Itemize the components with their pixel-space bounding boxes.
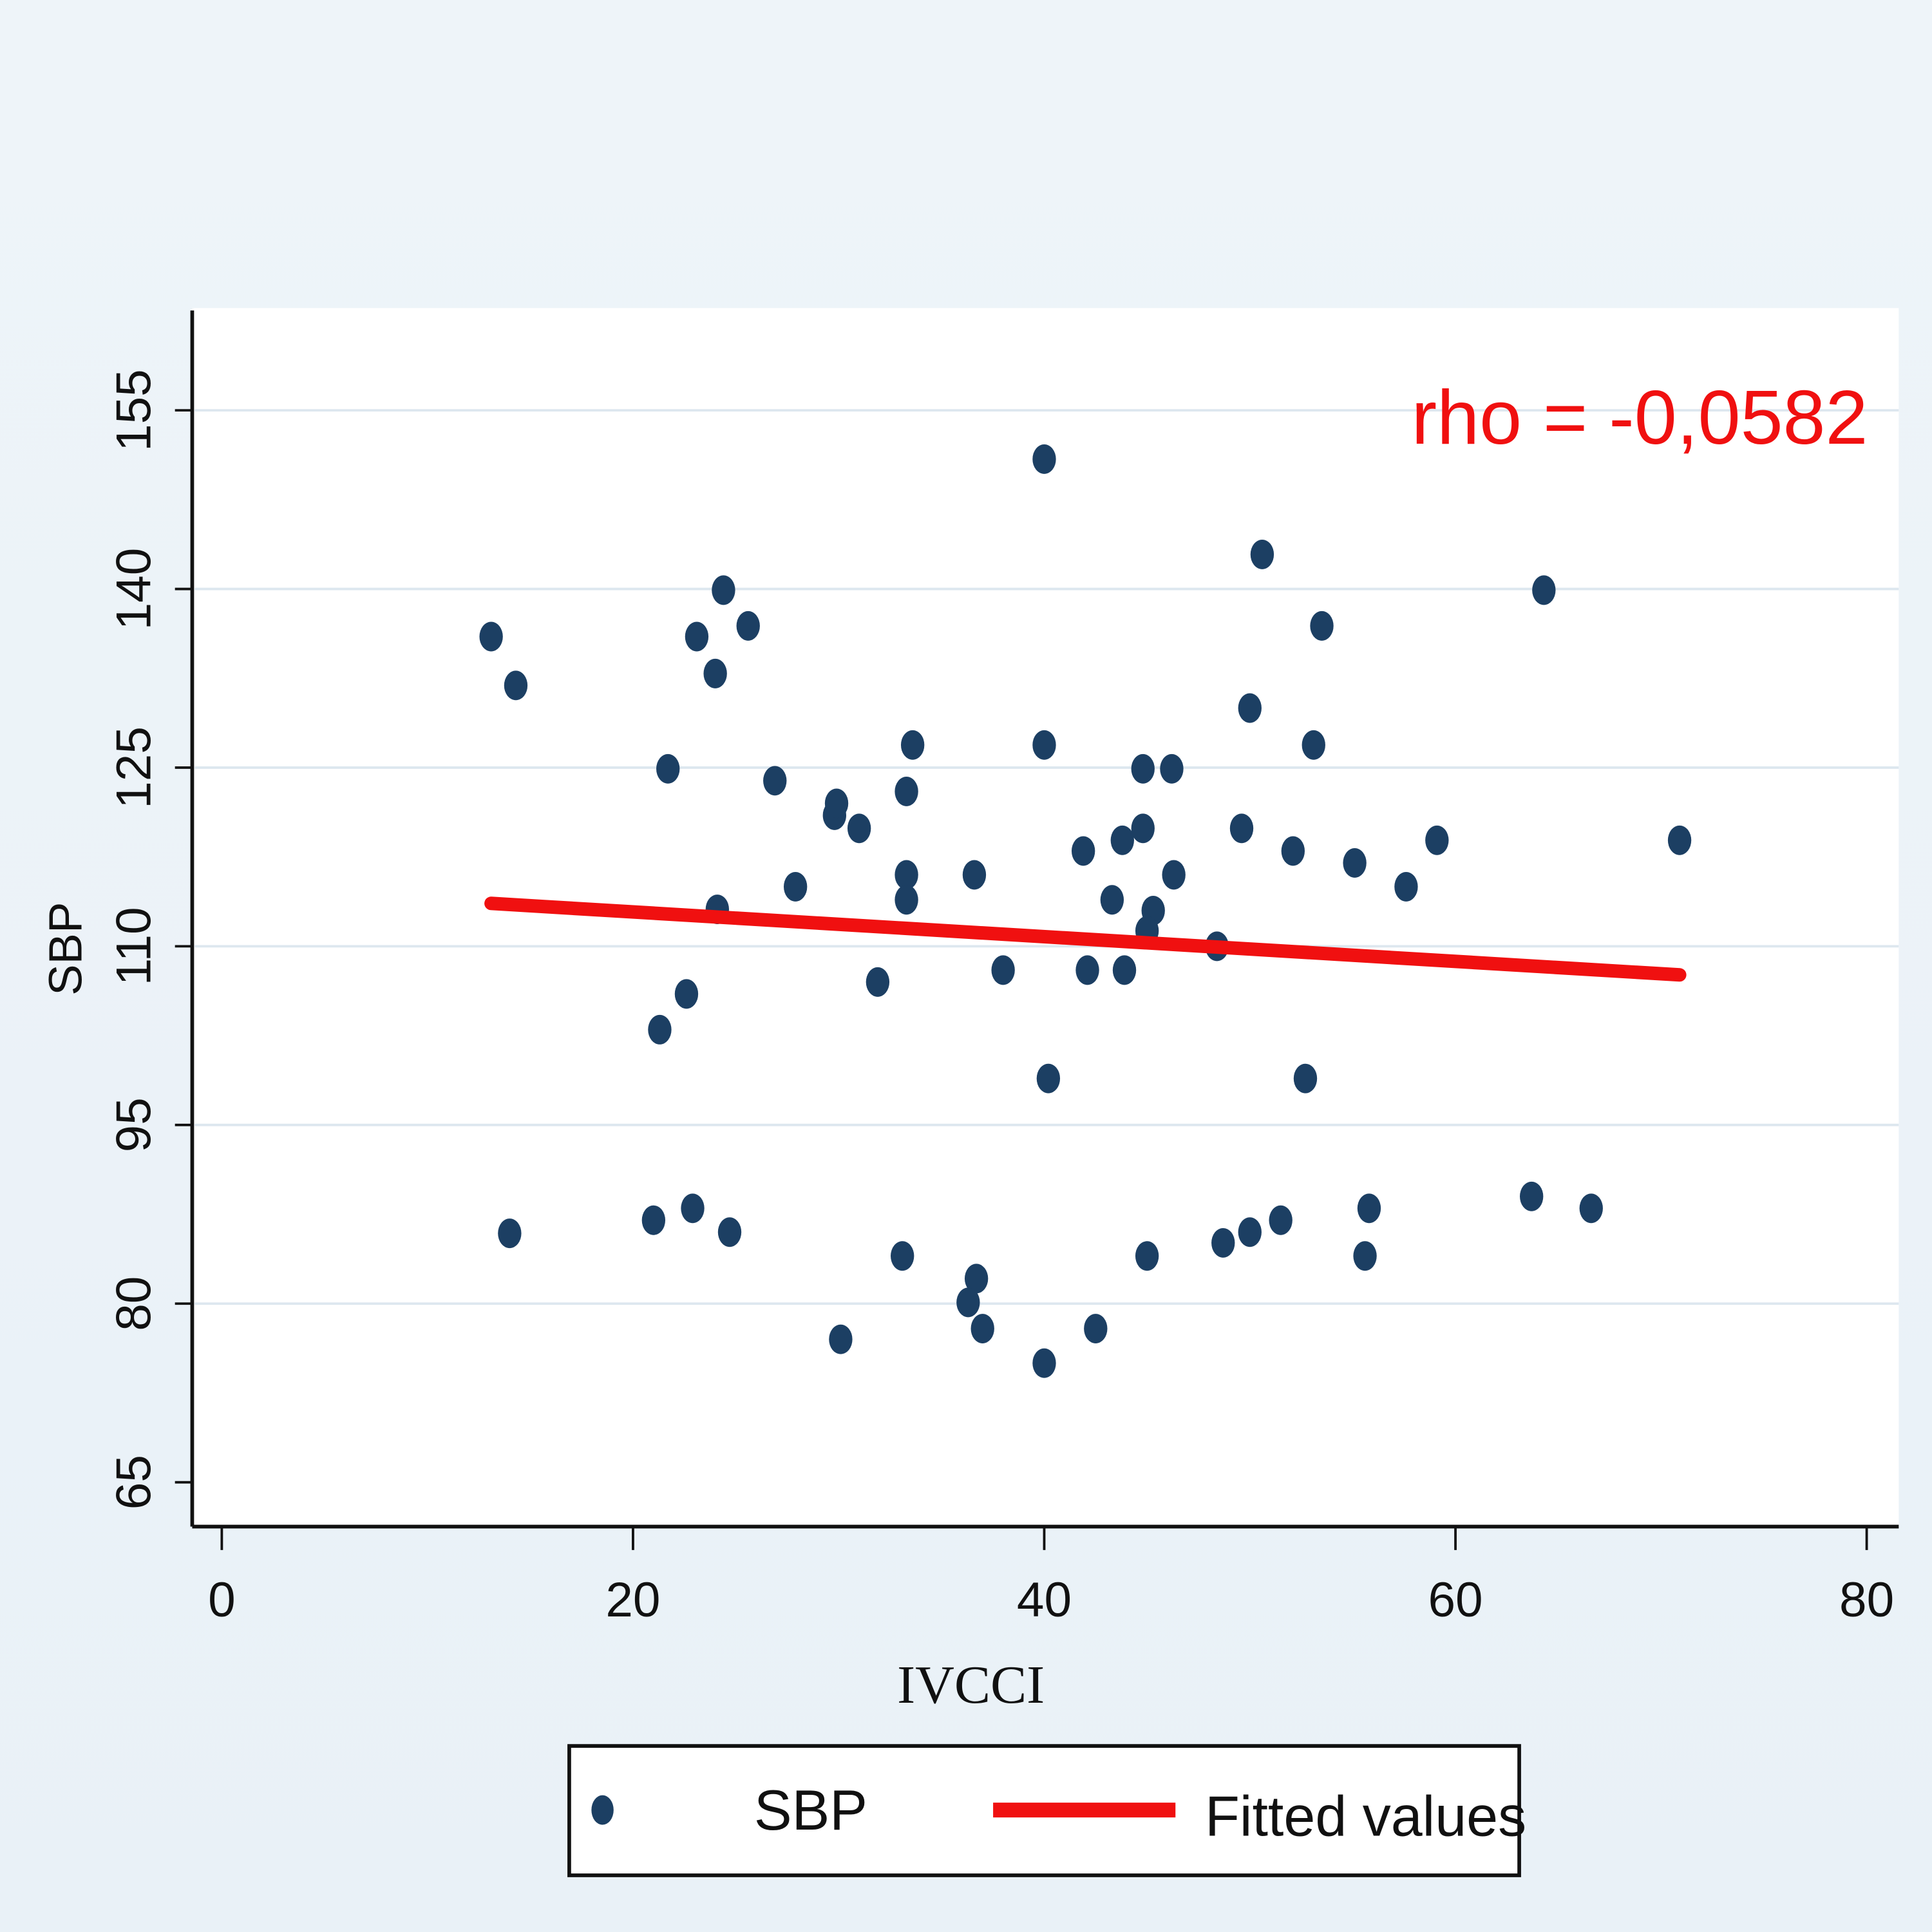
data-point: [1579, 1193, 1603, 1224]
data-point: [900, 730, 925, 760]
data-point: [1135, 1241, 1159, 1271]
rho-annotation: rho = -0,0582: [1412, 375, 1868, 460]
data-point: [648, 1014, 672, 1045]
data-point: [1357, 1193, 1381, 1224]
data-point: [1032, 444, 1056, 474]
data-point: [1238, 693, 1262, 723]
data-point: [866, 967, 890, 997]
data-point: [674, 979, 699, 1009]
data-point: [1532, 575, 1556, 605]
data-point: [971, 1314, 994, 1344]
data-point: [1100, 885, 1124, 915]
fitted-values-line: [484, 896, 1687, 982]
data-point: [498, 1218, 522, 1249]
data-point: [1131, 813, 1155, 844]
data-point: [847, 813, 871, 844]
data-point: [717, 1217, 742, 1247]
data-point: [685, 621, 709, 652]
gridlines: [194, 409, 1899, 1305]
data-point: [1425, 825, 1449, 855]
scatter-points: [479, 444, 1692, 1378]
data-point: [1520, 1181, 1544, 1211]
legend-label-fitted: Fitted values: [1205, 1785, 1526, 1848]
y-tick-label: 80: [106, 1276, 161, 1331]
data-point: [1310, 611, 1334, 641]
y-tick-label: 155: [106, 369, 161, 451]
y-axis-label: SBP: [39, 902, 91, 995]
data-point: [895, 860, 918, 890]
data-point: [962, 860, 987, 890]
data-point: [641, 1205, 666, 1235]
data-point: [1036, 1063, 1061, 1094]
y-tick-label: 110: [106, 907, 161, 985]
x-axis-label: IVCCI: [897, 1655, 1045, 1715]
data-point: [656, 753, 680, 784]
x-tick-label: 40: [1017, 1573, 1072, 1627]
x-tick-label: 0: [208, 1573, 236, 1627]
data-point: [1353, 1241, 1377, 1271]
data-point: [1302, 730, 1325, 760]
legend-marker-sbp: [591, 1795, 614, 1825]
y-tick-label: 140: [106, 548, 161, 630]
data-point: [1110, 825, 1134, 855]
data-point: [1281, 836, 1305, 866]
data-point: [956, 1287, 980, 1318]
data-point: [783, 871, 808, 902]
legend-box: [567, 1744, 1521, 1877]
data-point: [1162, 860, 1186, 890]
y-tick-label: 125: [106, 726, 161, 809]
data-point: [1211, 1227, 1235, 1258]
data-point: [1269, 1205, 1293, 1235]
data-point: [1071, 836, 1095, 866]
legend-label-sbp: SBP: [754, 1778, 867, 1842]
data-point: [895, 776, 918, 806]
data-point: [1112, 955, 1137, 985]
data-point: [1131, 753, 1155, 784]
data-point: [964, 1264, 989, 1294]
data-point: [991, 955, 1015, 985]
data-point: [891, 1241, 914, 1271]
data-point: [1667, 825, 1692, 855]
data-point: [1160, 753, 1184, 784]
data-point: [1394, 871, 1418, 902]
data-point: [1343, 848, 1367, 878]
data-point: [824, 788, 849, 819]
data-point: [504, 670, 528, 701]
data-point: [1032, 730, 1056, 760]
data-point: [1293, 1063, 1318, 1094]
legend: SBP Fitted values: [567, 1744, 1526, 1877]
x-tick-label: 80: [1839, 1573, 1894, 1627]
x-tick-label: 20: [605, 1573, 660, 1627]
fitted-line: [484, 896, 1687, 982]
data-point: [1032, 1348, 1056, 1378]
data-point: [1075, 955, 1099, 985]
data-point: [703, 658, 727, 688]
x-tick-label: 60: [1428, 1573, 1482, 1627]
y-tick-label: 65: [106, 1455, 161, 1510]
data-point: [1250, 539, 1274, 569]
data-point: [681, 1193, 705, 1224]
data-point: [479, 621, 503, 652]
data-point: [829, 1324, 853, 1354]
data-point: [895, 885, 918, 915]
data-point: [712, 575, 735, 605]
plot-area: [192, 308, 1899, 1526]
data-point: [1238, 1217, 1262, 1247]
y-tick-label: 95: [106, 1097, 161, 1152]
data-point: [1229, 813, 1254, 844]
data-point: [736, 611, 760, 641]
data-point: [1084, 1314, 1108, 1344]
data-point: [763, 766, 787, 796]
